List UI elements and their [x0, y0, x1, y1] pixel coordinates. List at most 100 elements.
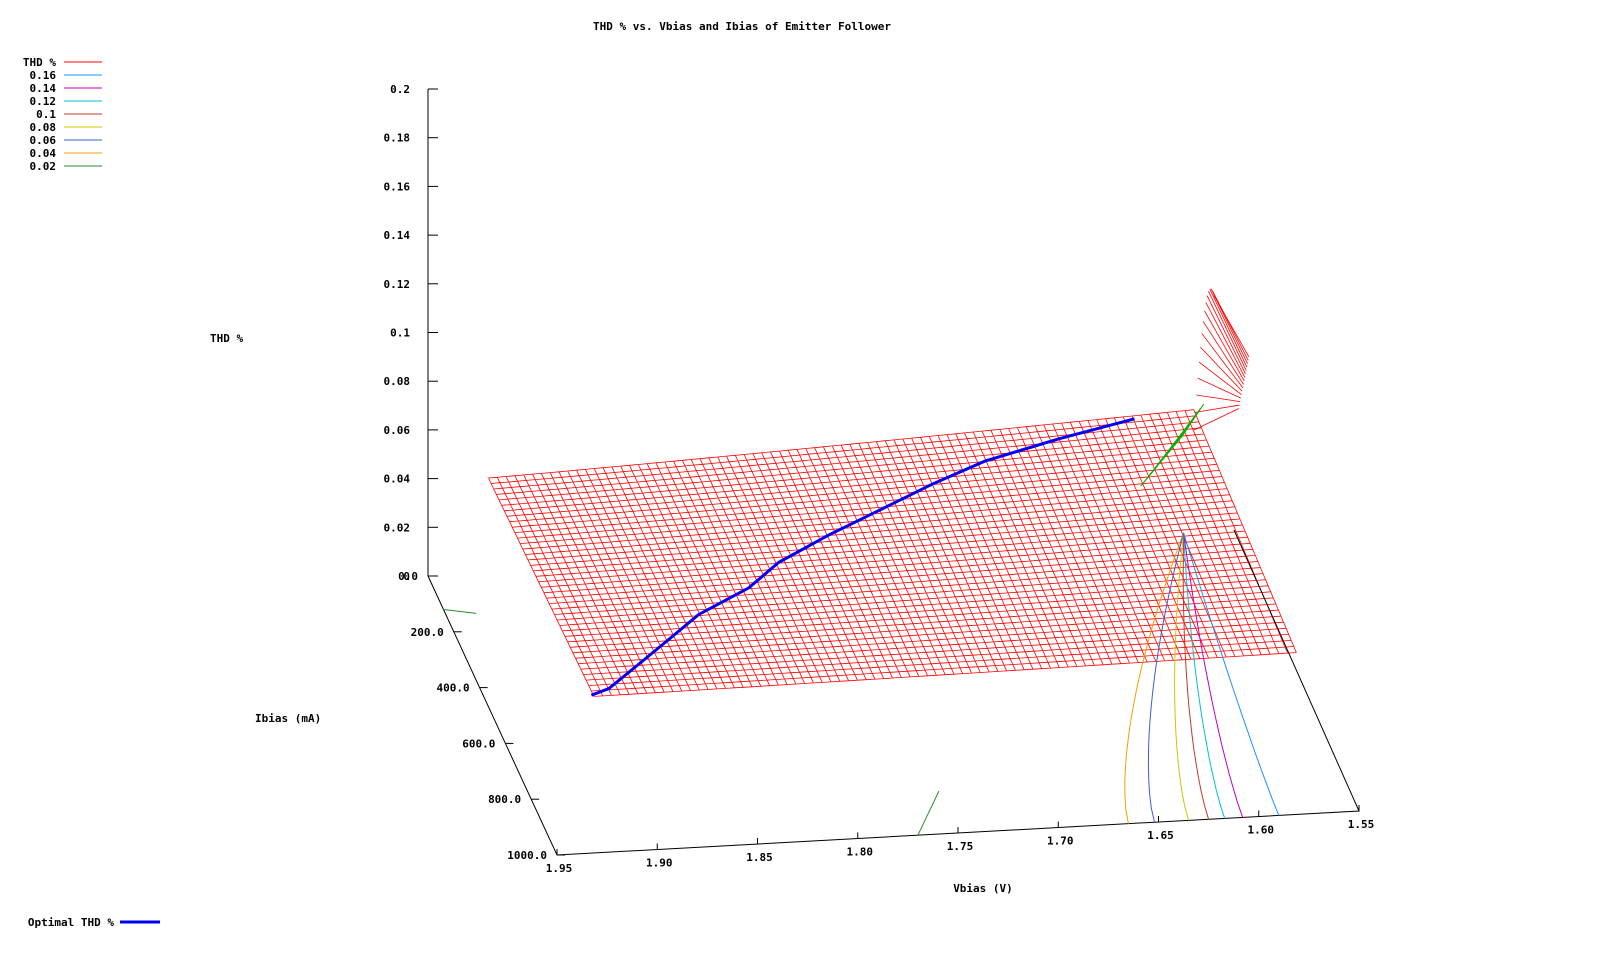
surface-hump-line	[1200, 346, 1243, 392]
surface-mesh-line	[559, 573, 1264, 626]
surface-mesh-line	[512, 463, 1217, 528]
surface-mesh-line	[575, 609, 1279, 659]
y-tick-label: 800.0	[488, 793, 521, 806]
z-tick-label: 0.18	[384, 132, 411, 145]
surface-hump-line	[1202, 321, 1244, 385]
x-tick-label: 1.90	[646, 857, 673, 870]
contour-line-0.16	[1183, 532, 1280, 816]
surface-mesh-line	[549, 548, 1253, 604]
y-tick-label: 600.0	[462, 737, 495, 750]
legend-contour-label: 0.12	[30, 95, 57, 108]
contour-line-0.14	[1183, 532, 1244, 818]
contour-line-0.06	[1147, 532, 1185, 823]
contour-line-0.08	[1174, 532, 1190, 821]
legend-contour-label: 0.14	[30, 82, 57, 95]
surface-mesh-line	[543, 536, 1248, 594]
contour-line-0.04	[1124, 532, 1185, 824]
surface-mesh-line	[546, 542, 1251, 599]
surface-mesh-line	[498, 433, 1205, 501]
legend-contour-label: 0.04	[30, 147, 57, 160]
surface-mesh-line	[572, 603, 1276, 654]
surface-hump-line	[1194, 404, 1240, 413]
legend-contour-label: 0.1	[36, 108, 56, 121]
surface-mesh-line	[554, 561, 1258, 615]
surface-hump-line	[1205, 302, 1246, 378]
surface-hump-line	[1204, 310, 1245, 382]
x-tick-label: 1.85	[746, 851, 773, 864]
surface-mesh-line	[501, 439, 1207, 506]
x-tick-label: 1.55	[1348, 818, 1375, 831]
x-tick-label: 1.80	[847, 846, 874, 859]
surface-mesh-line	[562, 579, 1266, 632]
surface-mesh-line	[586, 634, 1289, 681]
contour-line-0.12	[1183, 532, 1226, 819]
surface-mesh-line	[567, 591, 1271, 643]
contour-line-0.1	[1182, 532, 1210, 820]
surface-mesh-line	[496, 427, 1202, 495]
surface-mesh-line	[541, 530, 1246, 588]
surface-mesh-line	[591, 646, 1294, 692]
surface-hump-line	[1196, 394, 1241, 402]
legend-contour-label: 0.16	[30, 69, 57, 82]
surface-mesh-line	[556, 567, 1261, 621]
surface-mesh-line	[506, 451, 1212, 517]
z-tick-label: 0.06	[384, 424, 411, 437]
surface-mesh-line	[570, 597, 1274, 648]
x-tick-label: 1.60	[1248, 824, 1275, 837]
x-tick-label: 1.75	[947, 840, 974, 853]
legend-contour-label: 0.08	[30, 121, 57, 134]
surface-mesh-line	[583, 627, 1287, 675]
z-tick-label: 0.2	[390, 83, 410, 96]
surface-hump-line	[1212, 290, 1249, 361]
surface-mesh-line	[551, 555, 1256, 610]
surface-mesh-line	[517, 476, 1222, 539]
z-tick-label: 0.12	[384, 278, 411, 291]
surface-mesh-line	[509, 457, 1215, 523]
optimal-thd-line	[590, 417, 1135, 697]
surface-hump-line	[1208, 291, 1247, 371]
surface-mesh-line	[578, 615, 1282, 665]
surface-mesh-line	[525, 494, 1230, 555]
surface-hump-line	[1193, 408, 1240, 431]
surface-mesh-line	[533, 512, 1238, 572]
surface-mesh-line	[491, 415, 1197, 484]
y-axis-label: Ibias (mA)	[255, 712, 321, 725]
surface-mesh-line	[522, 488, 1228, 550]
z-tick-label: 0	[403, 570, 410, 583]
contour-line-0.02	[917, 790, 940, 836]
surface-mesh-line	[514, 470, 1220, 533]
surface-hump-line	[1209, 288, 1248, 368]
legend-contour-label: 0.06	[30, 134, 57, 147]
x-tick-label: 1.70	[1047, 835, 1074, 848]
surface-mesh-line	[535, 518, 1240, 577]
y-tick-label: 1000.0	[507, 849, 547, 862]
z-axis-label: THD %	[210, 332, 243, 345]
z-tick-label: 0.04	[384, 473, 411, 486]
surface-hump-line	[1213, 295, 1250, 358]
z-tick-label: 0.16	[384, 180, 411, 193]
surface-mesh-line	[588, 640, 1292, 686]
surface-mesh-line	[504, 445, 1210, 512]
x-tick-label: 1.65	[1147, 829, 1174, 842]
surface-mesh-line	[538, 524, 1243, 583]
surface-hump-line	[1201, 333, 1244, 389]
surface-mesh-line	[593, 652, 1297, 697]
surface-mesh-line	[488, 409, 1194, 479]
z-tick-label: 0.14	[384, 229, 411, 242]
x-axis-label: Vbias (V)	[953, 882, 1013, 895]
surface-hump-line	[1206, 295, 1246, 375]
surface-mesh-line	[527, 500, 1233, 561]
y-tick-label: 0.0	[398, 570, 418, 583]
legend-surface-label: THD %	[23, 56, 56, 69]
z-tick-label: 0.1	[390, 327, 410, 340]
z-tick-label: 0.08	[384, 375, 411, 388]
surface-mesh-line	[530, 506, 1235, 566]
chart-title: THD % vs. Vbias and Ibias of Emitter Fol…	[593, 20, 891, 33]
y-tick-label: 200.0	[411, 626, 444, 639]
surface-hump-line	[1198, 361, 1242, 396]
y-tick-label: 400.0	[436, 682, 469, 695]
x-tick-label: 1.95	[546, 862, 573, 875]
surface-mesh-line	[580, 621, 1284, 670]
legend-contour-label: 0.02	[30, 160, 57, 173]
